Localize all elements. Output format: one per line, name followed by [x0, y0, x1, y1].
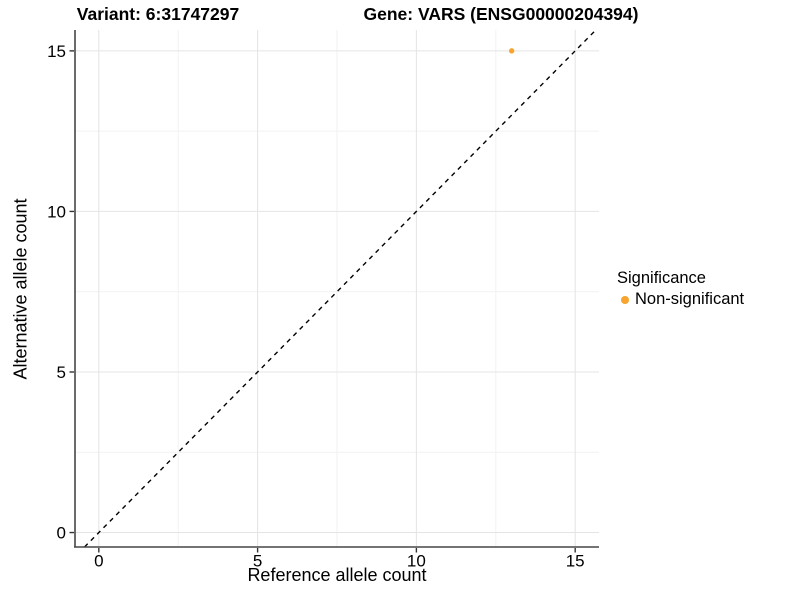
x-axis-title: Reference allele count: [247, 565, 427, 585]
x-tick-label: 10: [407, 552, 426, 571]
identity-line: [84, 29, 597, 548]
y-tick-label: 0: [57, 524, 66, 543]
gene-title: Gene: VARS (ENSG00000204394): [363, 4, 639, 24]
x-tick-label: 0: [94, 552, 103, 571]
legend-title: Significance: [617, 269, 706, 287]
y-axis-title: Alternative allele count: [10, 198, 31, 380]
legend: Significance Non-significant: [617, 268, 744, 309]
x-tick-label: 5: [253, 552, 262, 571]
y-tick-label: 15: [47, 42, 66, 61]
y-tick-label: 5: [57, 363, 66, 382]
x-tick-label: 15: [566, 552, 585, 571]
data-point: [508, 48, 515, 54]
legend-item-label: Non-significant: [635, 290, 745, 308]
variant-title: Variant: 6:31747297: [76, 4, 240, 24]
legend-item-non-significant: Non-significant: [617, 290, 744, 309]
y-tick-label: 10: [47, 202, 66, 221]
legend-key-dot-icon: [621, 295, 629, 304]
